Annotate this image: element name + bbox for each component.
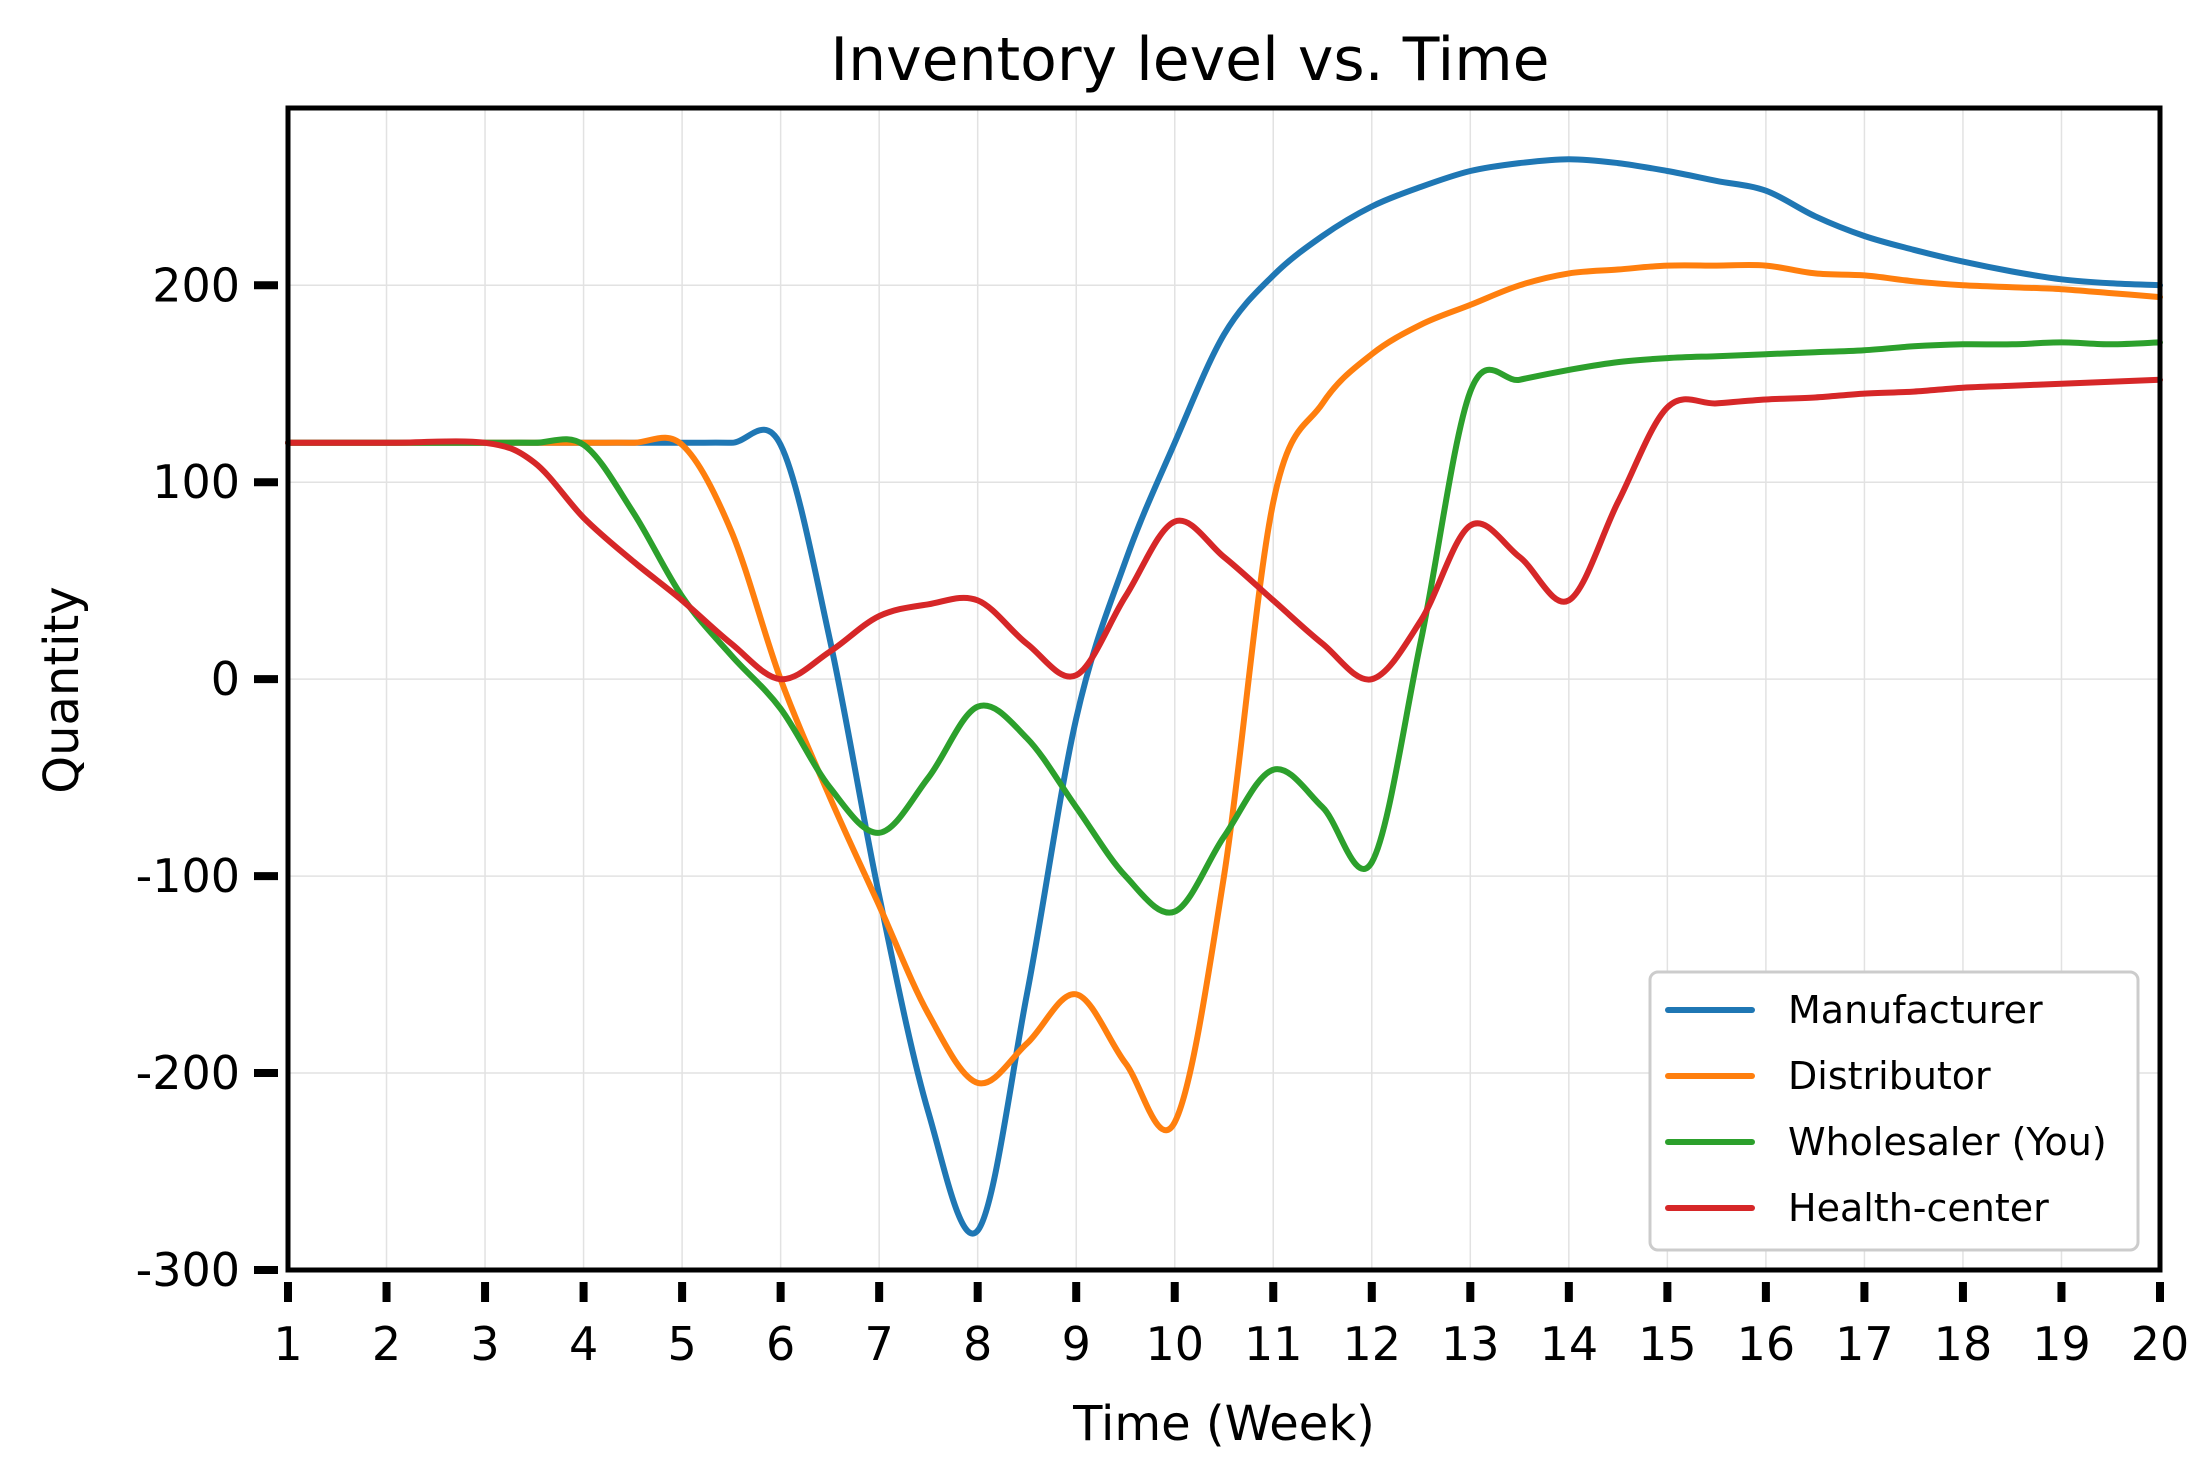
x-tick-label: 6 <box>766 1317 795 1371</box>
legend-box <box>1648 970 2140 1252</box>
x-tick-label: 18 <box>1934 1317 1993 1371</box>
series-line-0 <box>285 156 2163 1237</box>
x-tick-label: 19 <box>2032 1317 2091 1371</box>
x-tick-label: 10 <box>1145 1317 1204 1371</box>
y-axis-label: Quantity <box>34 586 90 793</box>
y-tick-label: 0 <box>211 652 240 706</box>
legend-label-3: Health-center <box>1788 1186 2049 1230</box>
x-tick-label: 11 <box>1244 1317 1303 1371</box>
x-tick-label: 4 <box>569 1317 598 1371</box>
legend-label-1: Distributor <box>1788 1054 1991 1098</box>
x-tick-label: 8 <box>963 1317 992 1371</box>
legend: Manufacturer Distributor Wholesaler (You) H… <box>1648 970 2140 1252</box>
grid-lines <box>287 108 2161 1271</box>
series-line-3 <box>285 376 2163 683</box>
x-tick-label: 16 <box>1737 1317 1796 1371</box>
plot-frame <box>285 105 2163 1273</box>
x-tick-label: 5 <box>667 1317 696 1371</box>
x-tick-label: 12 <box>1343 1317 1402 1371</box>
series-line-2 <box>285 339 2163 916</box>
x-tick-label: 2 <box>372 1317 401 1371</box>
x-tick-label: 17 <box>1835 1317 1894 1371</box>
x-tick-label: 20 <box>2131 1317 2190 1371</box>
legend-label-0: Manufacturer <box>1788 988 2043 1032</box>
x-tick-label: 3 <box>470 1317 499 1371</box>
series-line-1 <box>285 261 2163 1134</box>
x-tick-label: 1 <box>273 1317 302 1371</box>
x-tick-label: 9 <box>1062 1317 1091 1371</box>
x-tick-label: 7 <box>865 1317 894 1371</box>
y-tick-label: 200 <box>152 258 240 312</box>
y-axis: 200 100 0 -100 -200 -300 <box>136 258 278 1297</box>
x-tick-label: 15 <box>1638 1317 1697 1371</box>
legend-label-2: Wholesaler (You) <box>1788 1120 2107 1164</box>
x-tick-label: 13 <box>1441 1317 1500 1371</box>
y-tick-label: -300 <box>136 1243 240 1297</box>
series-lines <box>285 156 2163 1237</box>
y-tick-label: 100 <box>152 455 240 509</box>
y-tick-label: -200 <box>136 1046 240 1100</box>
x-axis: 1 2 3 4 5 6 7 8 9 10 11 12 13 14 15 16 17 18 19 20 <box>273 1282 2189 1371</box>
y-tick-label: -100 <box>136 849 240 903</box>
chart-title: Inventory level vs. Time <box>830 25 1549 95</box>
x-tick-label: 14 <box>1540 1317 1599 1371</box>
x-axis-label: Time (Week) <box>1072 1396 1375 1452</box>
